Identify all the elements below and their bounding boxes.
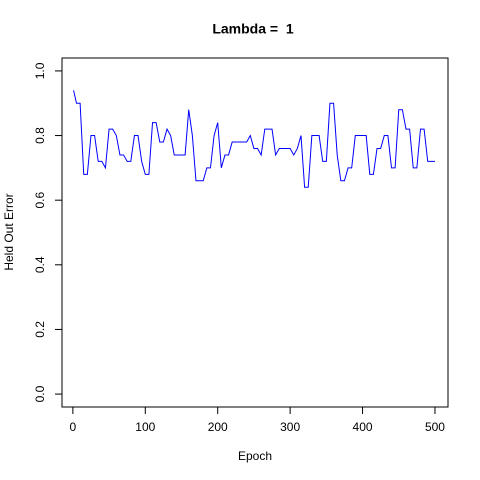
x-tick-label: 500 [425,420,445,434]
y-tick-label: 0.6 [33,192,47,209]
y-axis-label: Held Out Error [2,193,16,270]
y-tick-label: 0.2 [33,321,47,338]
x-tick-label: 400 [353,420,373,434]
y-tick-label: 0.8 [33,127,47,144]
y-tick-label: 1.0 [33,62,47,79]
x-axis-label: Epoch [238,449,272,463]
chart-title: Lambda = 1 [212,21,294,37]
data-line [73,90,435,188]
x-tick-label: 300 [280,420,300,434]
y-tick-label: 0.4 [33,256,47,273]
x-tick-label: 0 [70,420,77,434]
plot-box [61,57,449,408]
y-tick-label: 0.0 [33,385,47,402]
x-tick-label: 200 [208,420,228,434]
x-tick-label: 100 [135,420,155,434]
